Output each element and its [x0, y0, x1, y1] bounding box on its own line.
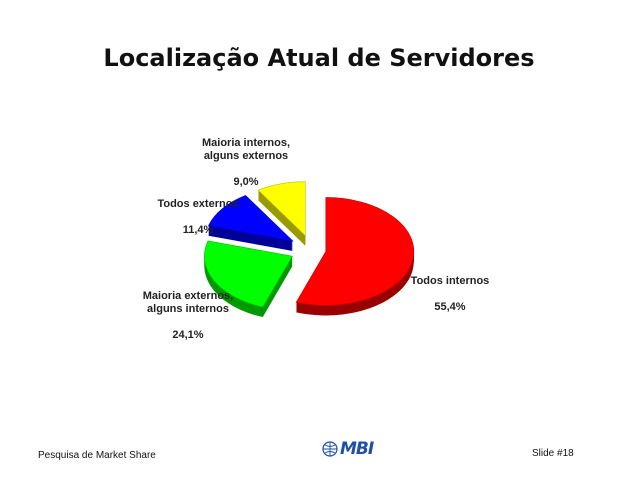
- slice-name: Maioria externos, alguns internos: [142, 290, 234, 315]
- footer-survey-name: Pesquisa de Market Share: [38, 450, 156, 461]
- company-logo: MBI: [340, 439, 374, 459]
- pie-slice: [208, 195, 294, 242]
- pie-slice: [295, 197, 415, 306]
- slide-number: Slide #18: [532, 448, 574, 459]
- pie-slice: [257, 181, 306, 237]
- slice-label-todos-externos: Todos externos 11,4%: [150, 185, 246, 237]
- globe-logo-icon: [322, 441, 338, 457]
- slice-name: Todos externos: [157, 198, 239, 210]
- slice-value: 11,4%: [182, 224, 214, 236]
- slice-value: 9,0%: [233, 176, 259, 188]
- pie-slice: [204, 240, 293, 308]
- slice-label-todos-internos: Todos internos 55,4%: [396, 262, 504, 314]
- slice-value: 24,1%: [172, 329, 204, 341]
- slide-title: Localização Atual de Servidores: [103, 44, 535, 72]
- slice-label-maioria-externos: Maioria externos, alguns internos 24,1%: [138, 277, 238, 342]
- slice-name: Todos internos: [410, 275, 490, 287]
- slice-name: Maioria internos, alguns externos: [201, 137, 291, 162]
- slice-label-maioria-internos: Maioria internos, alguns externos 9,0%: [196, 124, 296, 189]
- slice-value: 55,4%: [434, 301, 466, 313]
